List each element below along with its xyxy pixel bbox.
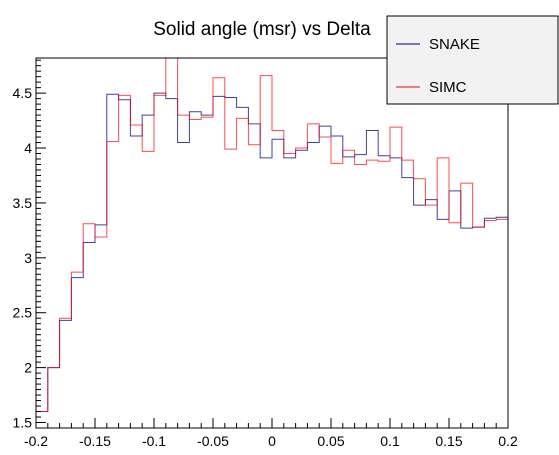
legend-label-simc: SIMC [429, 79, 467, 96]
plot-series [36, 58, 508, 413]
x-tick-label: -0.05 [197, 433, 229, 449]
x-tick-label: -0.1 [142, 433, 166, 449]
series-line-snake [36, 92, 508, 413]
chart-title: Solid angle (msr) vs Delta [153, 19, 371, 40]
x-axis: -0.2 -0.15 -0.1 -0.05 0 0.05 0.1 0.15 0.2 [24, 418, 518, 449]
y-tick-label: 2.5 [13, 305, 33, 321]
y-tick-label: 3.5 [13, 195, 33, 211]
x-tick-label: -0.2 [24, 433, 48, 449]
y-axis: 1.5 2 2.5 3 3.5 4 4.5 [13, 59, 46, 431]
y-tick-label: 2 [24, 360, 32, 376]
x-tick-label: 0.15 [435, 433, 462, 449]
y-tick-label: 3 [24, 250, 32, 266]
x-tick-label: 0 [268, 433, 276, 449]
x-tick-label: 0.05 [317, 433, 344, 449]
x-tick-label: -0.15 [79, 433, 111, 449]
x-tick-label: 0.1 [380, 433, 400, 449]
x-tick-label: 0.2 [498, 433, 518, 449]
legend: SNAKE SIMC [386, 15, 559, 105]
series-line-simc [36, 58, 508, 413]
y-tick-label: 1.5 [13, 415, 33, 431]
legend-box [386, 15, 559, 105]
legend-label-snake: SNAKE [429, 36, 480, 53]
y-tick-label: 4 [24, 140, 32, 156]
y-tick-label: 4.5 [13, 85, 33, 101]
